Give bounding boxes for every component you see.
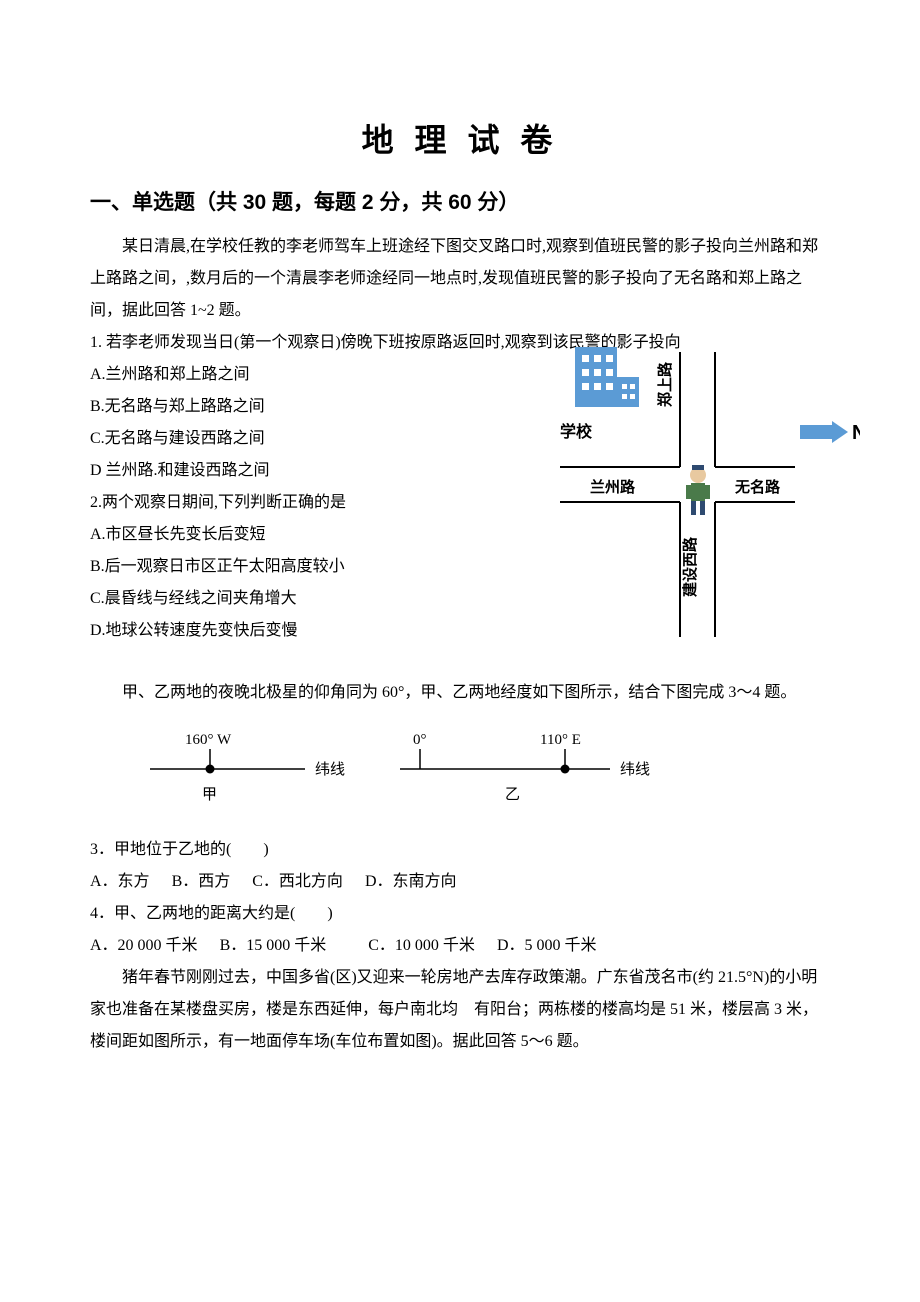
q4-options: A．20 000 千米 B．15 000 千米 C．10 000 千米 D．5 …	[90, 930, 830, 962]
intro-2: 甲、乙两地的夜晚北极星的仰角同为 60°，甲、乙两地经度如下图所示，结合下图完成…	[90, 677, 830, 709]
map-jianshe-label: 建设西路	[681, 536, 699, 597]
q3-option-d: D．东南方向	[365, 873, 457, 890]
q1-q2-block: 1. 若李老师发现当日(第一个观察日)傍晚下班按原路返回时,观察到该民警的影子投…	[90, 327, 830, 647]
q4-option-a: A．20 000 千米	[90, 937, 198, 954]
q3-option-a: A．东方	[90, 873, 150, 890]
q3-option-b: B．西方	[172, 873, 231, 890]
school-building-icon	[575, 347, 639, 407]
intro-1: 某日清晨,在学校任教的李老师驾车上班途经下图交叉路口时,观察到值班民警的影子投向…	[90, 231, 830, 327]
intro-3: 猪年春节刚刚过去，中国多省(区)又迎来一轮房地产去库存政策潮。广东省茂名市(约 …	[90, 962, 830, 1058]
longitude-diagram: 160° W 纬线 甲 0° 110° E 纬线 乙	[130, 724, 710, 814]
yi-label: 乙	[505, 787, 520, 803]
page-title: 地 理 试 卷	[90, 115, 830, 161]
map-wuming-label: 无名路	[734, 478, 781, 496]
map-school-label: 学校	[560, 422, 593, 441]
map-zhengshang-label: 郑上路	[656, 361, 674, 407]
police-officer-icon	[686, 465, 710, 515]
q3-option-c: C．西北方向	[252, 873, 343, 890]
q4-stem: 4．甲、乙两地的距离大约是( )	[90, 898, 830, 930]
q3-stem: 3．甲地位于乙地的( )	[90, 834, 830, 866]
section-heading: 一、单选题（共 30 题，每题 2 分，共 60 分）	[90, 186, 830, 216]
zero-longitude: 0°	[413, 732, 427, 748]
map-north-label: N	[852, 422, 860, 444]
q4-option-c: C．10 000 千米	[368, 937, 475, 954]
exam-page: 地 理 试 卷 一、单选题（共 30 题，每题 2 分，共 60 分） 某日清晨…	[0, 0, 920, 1108]
north-arrow-icon	[800, 421, 848, 443]
q4-option-d: D．5 000 千米	[497, 937, 597, 954]
intersection-map: 学校 N 郑上路 兰州路 无名路 建设西路	[520, 337, 860, 657]
latitude-label-1: 纬线	[315, 761, 345, 778]
yi-longitude: 110° E	[540, 732, 581, 748]
q4-option-b: B．15 000 千米	[220, 937, 327, 954]
jia-label: 甲	[202, 787, 217, 803]
jia-longitude: 160° W	[185, 732, 232, 748]
map-lanzhou-label: 兰州路	[590, 478, 636, 496]
q3-options: A．东方 B．西方 C．西北方向 D．东南方向	[90, 866, 830, 898]
latitude-label-2: 纬线	[620, 761, 650, 778]
